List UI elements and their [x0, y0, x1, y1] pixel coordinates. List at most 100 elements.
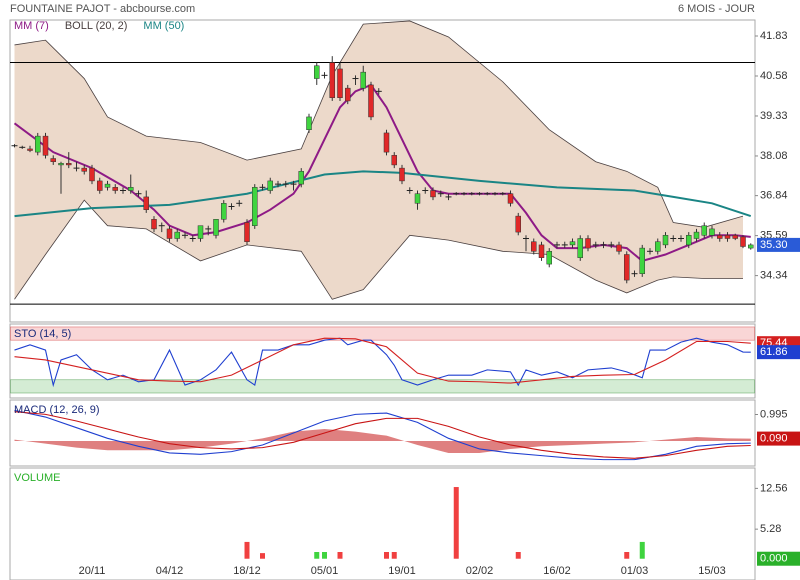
volume-bar	[314, 552, 320, 559]
candle-body	[399, 167, 405, 182]
x-tick-label: 16/02	[543, 565, 571, 577]
x-tick-label: 19/01	[388, 565, 416, 577]
y-tick-label: 5.28	[760, 523, 781, 535]
y-tick-label: 12.56	[760, 482, 788, 494]
x-tick-label: 04/12	[156, 565, 184, 577]
candle-body	[577, 238, 583, 258]
candle-body	[112, 187, 118, 191]
zone	[10, 379, 755, 394]
volume-bar	[384, 552, 389, 559]
x-tick-label: 02/02	[466, 565, 494, 577]
candle-body	[662, 235, 669, 246]
candle-body	[252, 187, 258, 226]
last-value-label: 0.090	[760, 432, 788, 444]
indicator-line	[14, 409, 751, 461]
candle-body	[58, 163, 64, 166]
candle-body	[515, 215, 521, 233]
volume-bar	[337, 552, 343, 559]
x-tick-label: 18/12	[233, 565, 261, 577]
candle-body	[717, 235, 723, 239]
x-tick-label: 05/01	[311, 565, 339, 577]
bollinger-lower	[14, 199, 743, 300]
volume-bar	[515, 552, 521, 559]
candle-body	[267, 180, 273, 191]
volume-bar	[244, 541, 250, 559]
zone	[10, 326, 755, 341]
candle-body	[748, 244, 754, 249]
candle-body	[531, 241, 537, 252]
candle-body	[383, 132, 390, 153]
candle-body	[655, 241, 661, 252]
macd-panel	[9, 399, 756, 467]
last-value-label: 61.86	[760, 346, 788, 358]
candle-body	[166, 228, 173, 239]
x-tick-label: 01/03	[621, 565, 649, 577]
candle-body	[213, 219, 219, 236]
panel-title: VOLUME	[14, 472, 60, 484]
candle-body	[151, 219, 157, 230]
candle-body	[724, 235, 731, 239]
bollinger-upper	[14, 20, 744, 228]
candle-body	[143, 196, 149, 210]
volume-bar	[391, 552, 397, 559]
indicator-line	[14, 337, 751, 388]
candle-body	[391, 155, 397, 166]
candle-body	[221, 203, 227, 220]
candle-body	[538, 244, 545, 258]
panel-title: STO (14, 5)	[14, 328, 71, 340]
y-tick-label: 36.84	[760, 190, 788, 202]
indicator-line	[14, 411, 751, 459]
y-tick-label: 34.34	[760, 270, 788, 282]
candle-body	[360, 71, 366, 89]
last-value-box	[757, 237, 800, 252]
x-tick-label: 15/03	[698, 565, 726, 577]
candle-body	[740, 236, 746, 247]
candle-body	[585, 238, 591, 249]
candle-body	[701, 225, 707, 236]
indicator-line	[14, 337, 751, 384]
candle-body	[244, 222, 250, 242]
volume-bar	[639, 541, 645, 559]
candle-body	[35, 135, 41, 153]
candle-body	[314, 65, 320, 79]
period: 6 MOIS - JOUR	[678, 3, 755, 15]
y-tick-label: 41.83	[760, 30, 788, 42]
volume-bar	[453, 487, 459, 559]
legend-entry: MM (7)	[14, 20, 49, 32]
page-title: FOUNTAINE PAJOT - abcbourse.com	[10, 3, 195, 15]
last-value-label: 0.000	[760, 553, 788, 565]
candle-body	[693, 231, 700, 239]
candle-body	[42, 135, 49, 156]
volume-bar	[624, 552, 630, 559]
candle-body	[128, 187, 134, 191]
legend-entry: MM (50)	[143, 20, 184, 32]
candle-body	[430, 190, 436, 198]
candle-body	[616, 244, 622, 252]
candle-body	[329, 62, 335, 98]
candle-body	[197, 225, 204, 239]
candle-body	[732, 235, 738, 239]
candle-body	[546, 251, 552, 265]
y-tick-label: 39.33	[760, 110, 788, 122]
candle-body	[686, 235, 692, 246]
y-tick-label: 40.58	[760, 70, 788, 82]
candle-body	[104, 183, 111, 188]
y-tick-label: 0.995	[760, 408, 788, 420]
volume-panel	[9, 467, 756, 580]
y-tick-label: 38.08	[760, 150, 788, 162]
candle-body	[414, 193, 421, 204]
candle-body	[306, 116, 312, 130]
candle-body	[639, 247, 645, 274]
candle-body	[709, 228, 715, 236]
candle-body	[174, 231, 180, 239]
candle-body	[50, 158, 56, 162]
last-value-box	[757, 431, 800, 446]
x-tick-label: 20/11	[79, 565, 106, 577]
last-value-box	[757, 345, 800, 360]
candle-body	[81, 167, 87, 172]
candle-body	[66, 163, 72, 166]
legend-entry: BOLL (20, 2)	[65, 20, 128, 32]
volume-bar	[260, 553, 265, 559]
